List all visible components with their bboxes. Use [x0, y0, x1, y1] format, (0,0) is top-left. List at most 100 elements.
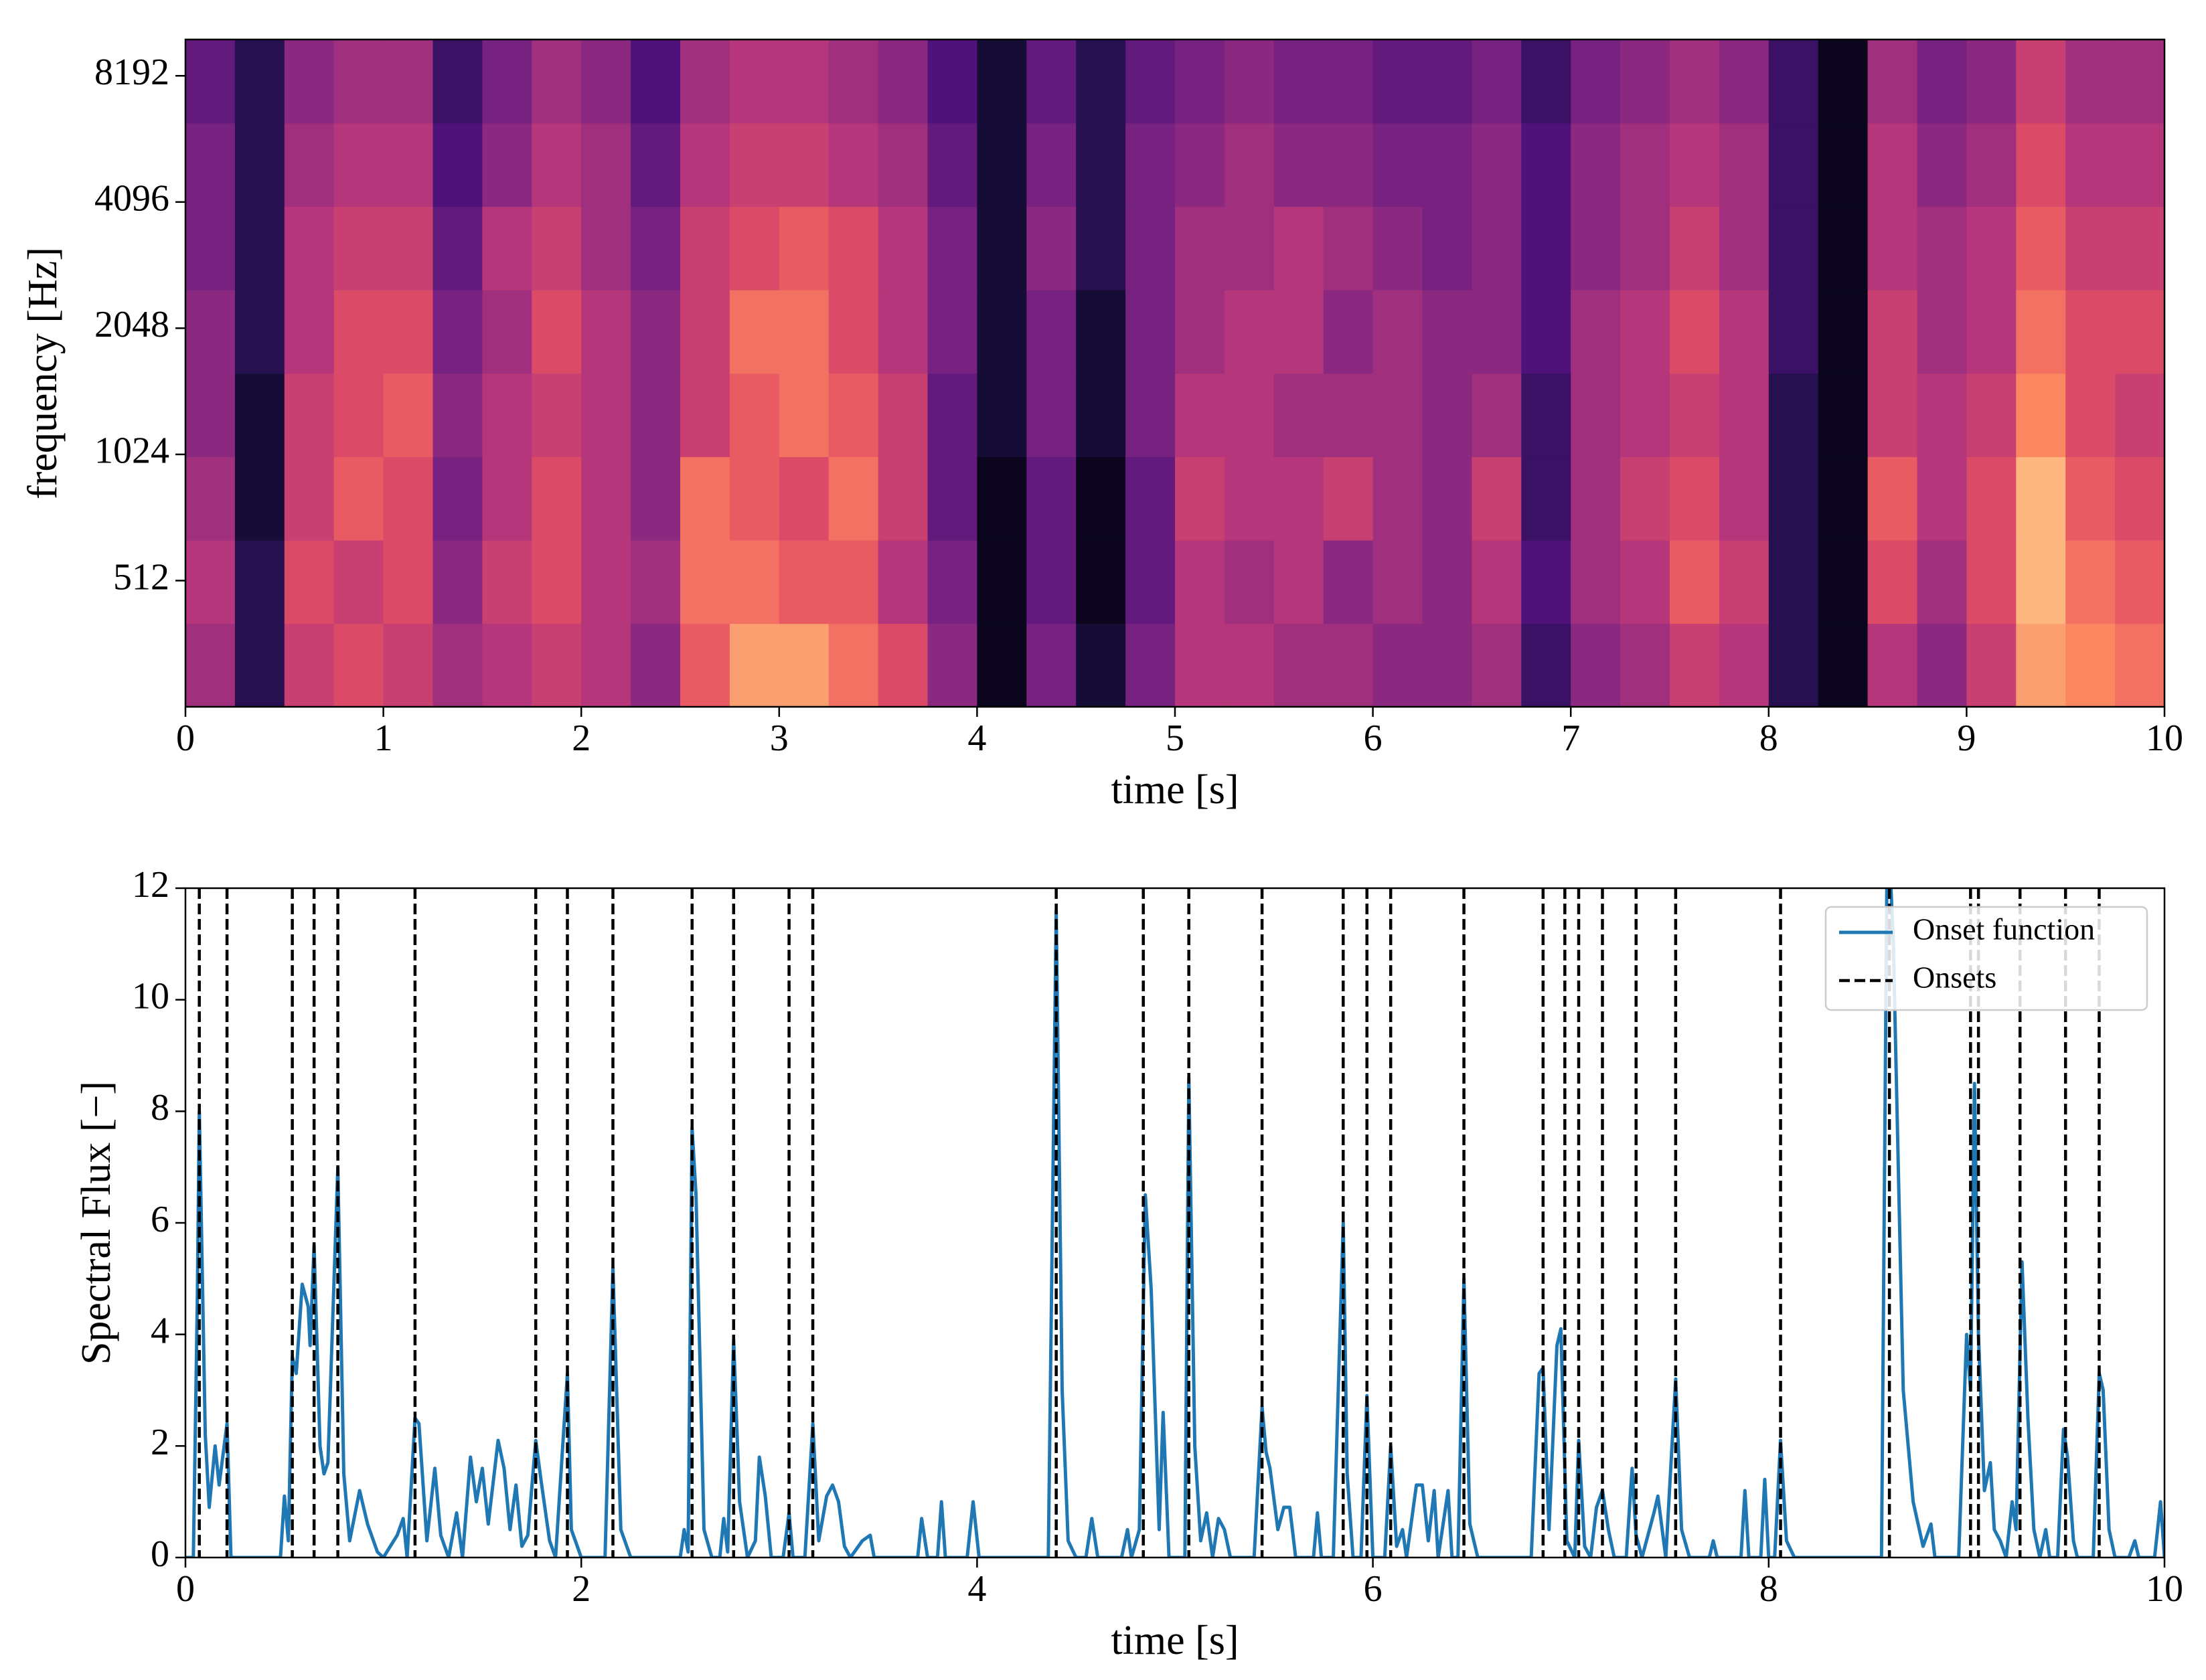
spectrogram-cell — [1818, 623, 1869, 707]
spectrogram-cell — [779, 289, 830, 374]
x-tick-label: 8 — [1759, 1568, 1778, 1610]
spectrogram-cell — [1125, 623, 1176, 707]
spectrogram-cell — [482, 456, 533, 541]
y-tick-label: 4 — [151, 1311, 169, 1352]
y-tick-label: 0 — [151, 1533, 169, 1575]
spectrogram-cell — [383, 539, 434, 624]
spectrogram-cell — [1670, 373, 1720, 457]
spectrogram-cell — [2016, 623, 2066, 707]
y-tick-label: 1024 — [94, 430, 169, 472]
y-tick-label: 8192 — [94, 52, 169, 93]
spectrogram-cell — [1768, 623, 1819, 707]
spectrogram-cell — [1323, 122, 1374, 207]
spectrogram-cell — [581, 373, 631, 457]
spectrogram-cell — [878, 122, 929, 207]
spectrogram-cell — [878, 206, 929, 290]
spectrogram-cell — [284, 456, 335, 541]
spectrogram-cell — [1175, 122, 1225, 207]
spectrogram-cell — [383, 206, 434, 290]
spectrogram-cell — [532, 373, 582, 457]
x-tick-label: 0 — [176, 718, 195, 759]
spectrogram-cell — [383, 373, 434, 457]
spectrogram-cell — [1472, 289, 1522, 374]
spectrogram-cell — [432, 39, 483, 124]
spectrogram-cell — [977, 39, 1028, 124]
spectrogram-cell — [581, 206, 631, 290]
spectrogram-cell — [1966, 623, 2017, 707]
spectrogram-cell — [977, 539, 1028, 624]
y-axis-label: frequency [Hz] — [20, 247, 66, 499]
spectrogram-cell — [1323, 206, 1374, 290]
spectrogram-cell — [1323, 289, 1374, 374]
spectrogram-cell — [631, 623, 681, 707]
spectrogram-cell — [729, 539, 780, 624]
spectrogram-cell — [234, 373, 285, 457]
spectrogram-cell — [284, 206, 335, 290]
spectrogram-cell — [1818, 456, 1869, 541]
spectrogram-cell — [1571, 539, 1621, 624]
spectrogram-cell — [1273, 289, 1324, 374]
spectrogram-cell — [1521, 456, 1571, 541]
spectrogram-cell — [1372, 206, 1423, 290]
spectrogram-cell — [383, 623, 434, 707]
spectrogram-cell — [1670, 456, 1720, 541]
spectrogram-cell — [1323, 373, 1374, 457]
spectrogram-cell — [2065, 539, 2116, 624]
spectrogram-cell — [1323, 623, 1374, 707]
y-tick-label: 4096 — [94, 178, 169, 220]
spectrogram-cell — [1125, 539, 1176, 624]
spectrogram-cell — [581, 122, 631, 207]
spectrogram-cell — [1966, 122, 2017, 207]
spectrogram-cell — [828, 539, 879, 624]
spectrogram-cell — [1323, 456, 1374, 541]
spectrogram-cell — [1719, 456, 1769, 541]
spectrogram-cell — [1867, 539, 1918, 624]
spectrogram-cell — [2016, 122, 2066, 207]
spectrogram-cell — [1175, 39, 1225, 124]
spectrogram-cell — [1571, 623, 1621, 707]
spectrogram-cell — [532, 206, 582, 290]
spectrogram-cell — [1273, 206, 1324, 290]
spectrogram-cell — [1867, 623, 1918, 707]
spectrogram-cell — [234, 289, 285, 374]
x-tick-label: 6 — [1364, 718, 1383, 759]
spectrogram-cell — [333, 289, 384, 374]
spectrogram-cell — [927, 373, 978, 457]
spectrogram-cell — [1026, 456, 1077, 541]
spectrogram-cell — [878, 39, 929, 124]
x-tick-label: 0 — [176, 1568, 195, 1610]
spectrogram-cell — [1273, 373, 1324, 457]
spectrogram-cell — [333, 39, 384, 124]
spectrogram-cell — [1719, 373, 1769, 457]
spectrogram-cell — [1472, 539, 1522, 624]
spectrogram-cell — [1125, 456, 1176, 541]
x-tick-label: 9 — [1957, 718, 1976, 759]
spectrogram-cell — [2065, 122, 2116, 207]
spectrogram-cell — [2016, 39, 2066, 124]
spectrogram-cell — [185, 122, 236, 207]
spectrogram-cell — [1966, 39, 2017, 124]
spectrogram-cell — [1966, 206, 2017, 290]
spectrogram-cell — [1818, 122, 1869, 207]
spectrogram-cell — [1818, 206, 1869, 290]
spectrogram-cell — [1076, 539, 1126, 624]
spectrogram-cell — [1026, 623, 1077, 707]
spectrogram-cell — [432, 122, 483, 207]
spectrogram-cell — [482, 39, 533, 124]
spectrogram-cell — [2115, 39, 2165, 124]
spectrogram-cell — [1768, 456, 1819, 541]
spectrogram-cell — [2065, 289, 2116, 374]
x-tick-label: 8 — [1759, 718, 1778, 759]
spectrogram-cell — [284, 539, 335, 624]
spectrogram-cell — [1422, 39, 1473, 124]
spectrogram-cell — [1867, 122, 1918, 207]
spectrogram-cell — [1867, 456, 1918, 541]
spectrogram-cell — [1026, 289, 1077, 374]
spectrogram-cell — [680, 39, 730, 124]
spectrogram-cell — [729, 373, 780, 457]
spectrogram-cell — [1076, 289, 1126, 374]
y-tick-label: 8 — [151, 1087, 169, 1128]
spectrogram-cell — [2115, 539, 2165, 624]
spectrogram-cell — [1224, 289, 1275, 374]
